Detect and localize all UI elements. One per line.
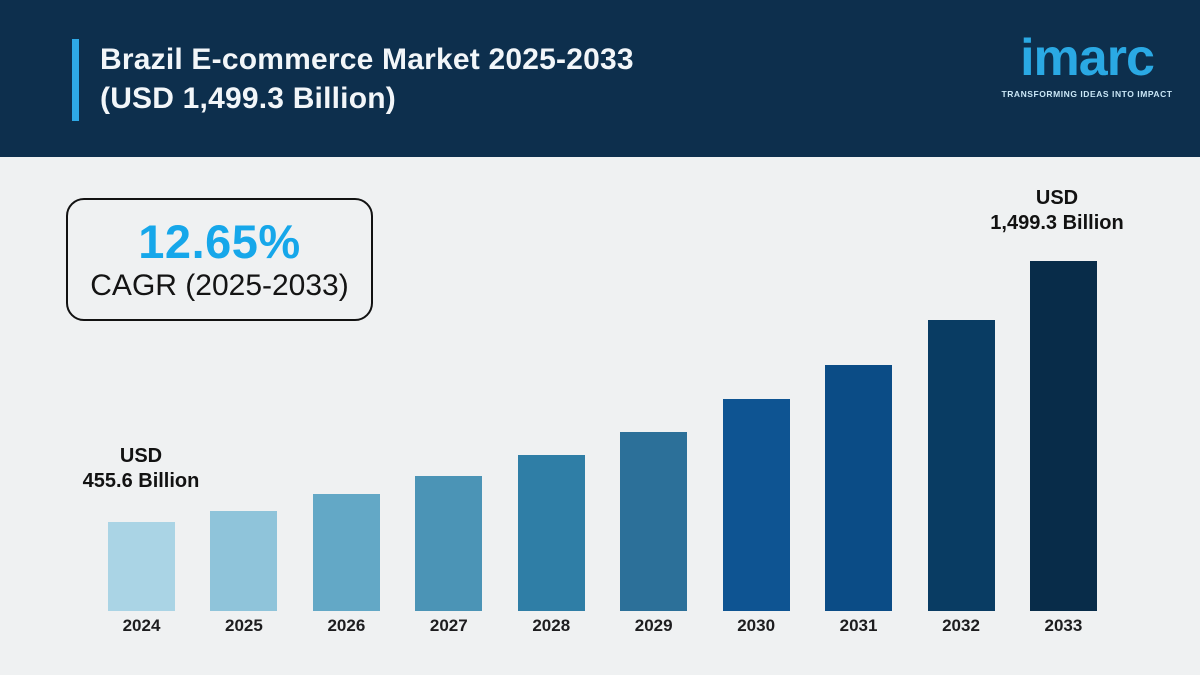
bar-column-2031: 2031 — [825, 365, 893, 635]
bar-2031 — [825, 365, 893, 611]
page-title-line-1: Brazil E-commerce Market 2025-2033 — [100, 43, 634, 76]
cagr-label: CAGR (2025-2033) — [90, 268, 349, 302]
x-axis-label-2025: 2025 — [225, 616, 263, 635]
x-axis-label-2033: 2033 — [1044, 616, 1083, 635]
bar-2024 — [108, 522, 175, 611]
cagr-callout-box: 12.65% CAGR (2025-2033) — [66, 198, 373, 321]
bar-column-2030: 2030 — [722, 399, 790, 635]
value-annotation-2033-amount: 1,499.3 Billion — [990, 212, 1124, 234]
title-accent-bar — [72, 39, 79, 121]
imarc-logo: imarc TRANSFORMING IDEAS INTO IMPACT — [1001, 28, 1173, 99]
bar-column-2027: 2027 — [415, 476, 483, 635]
x-axis-label-2032: 2032 — [942, 616, 980, 635]
value-annotation-2033-currency: USD — [1035, 187, 1079, 209]
bar-2025 — [210, 511, 278, 611]
x-axis-label-2024: 2024 — [122, 616, 161, 635]
x-axis-label-2028: 2028 — [532, 616, 571, 635]
bar-column-2026: 2026 — [312, 494, 380, 635]
x-axis-label-2031: 2031 — [839, 616, 878, 635]
bar-column-2029: 2029 — [620, 432, 688, 635]
bar-column-2028: 2028 — [517, 455, 585, 635]
x-axis-label-2027: 2027 — [429, 616, 468, 635]
bar-2032 — [927, 320, 995, 611]
x-axis-label-2030: 2030 — [737, 616, 776, 635]
bar-2028 — [517, 455, 585, 611]
bar-chart: 2024 2025 2026 2027 2028 2029 2030 2031 2032 2033 — [108, 261, 1097, 634]
bar-column-2025: 2025 — [210, 511, 278, 635]
value-annotation-2033: USD 1,499.3 Billion — [937, 186, 1177, 236]
bar-2033 — [1029, 261, 1097, 611]
value-annotation-2024: USD 455.6 Billion — [21, 444, 261, 494]
imarc-logo-tagline: TRANSFORMING IDEAS INTO IMPACT — [1001, 89, 1173, 99]
bar-2030 — [722, 399, 790, 611]
imarc-logo-wordmark: imarc — [1020, 29, 1155, 87]
value-annotation-2024-amount: 455.6 Billion — [82, 470, 200, 492]
page-title-line-2: (USD 1,499.3 Billion) — [100, 82, 396, 115]
x-axis-label-2026: 2026 — [327, 616, 366, 635]
bar-2027 — [415, 476, 483, 611]
cagr-value: 12.65% — [138, 214, 301, 268]
bar-column-2024: 2024 — [108, 522, 175, 634]
x-axis-label-2029: 2029 — [634, 616, 673, 635]
bar-column-2032: 2032 — [927, 320, 995, 635]
header-band: Brazil E-commerce Market 2025-2033 (USD … — [0, 0, 1200, 157]
bar-2029 — [620, 432, 688, 611]
bar-column-2033: 2033 — [1029, 261, 1097, 635]
bar-2026 — [312, 494, 380, 611]
page-title: Brazil E-commerce Market 2025-2033 (USD … — [100, 40, 634, 118]
value-annotation-2024-currency: USD — [119, 445, 163, 467]
